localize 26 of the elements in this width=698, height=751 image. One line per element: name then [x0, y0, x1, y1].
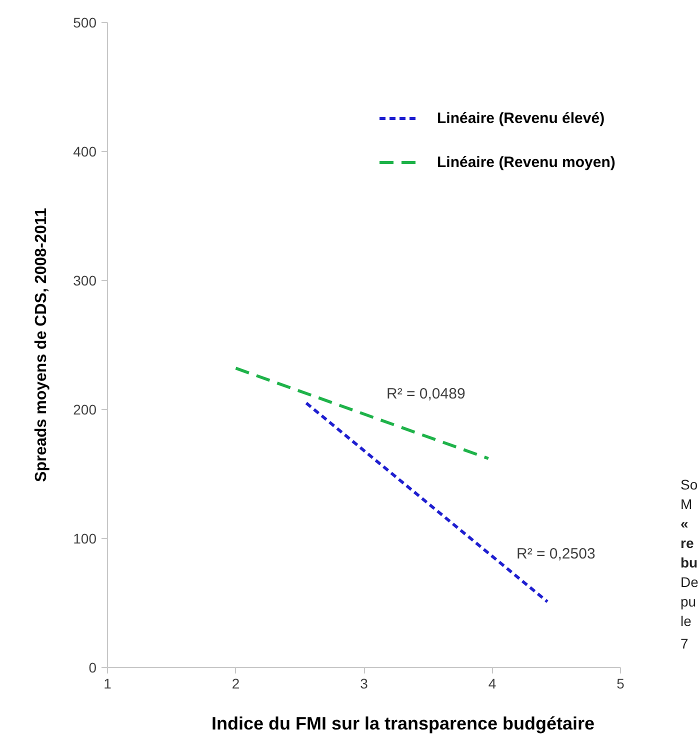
y-tick-label: 0	[88, 660, 97, 676]
legend-label: Linéaire (Revenu élevé)	[437, 110, 605, 126]
x-axis-title: Indice du FMI sur la transparence budgétaire	[211, 714, 595, 734]
text: re	[680, 535, 694, 551]
text: pu	[680, 594, 696, 610]
y-tick-label: 200	[73, 402, 97, 418]
x-tick-label: 2	[232, 676, 240, 692]
text: M	[680, 496, 692, 512]
annotation: R² = 0,0489	[386, 386, 466, 402]
legend-label: Linéaire (Revenu moyen)	[437, 154, 616, 170]
y-tick-label: 300	[73, 272, 97, 288]
text: bu	[680, 554, 698, 570]
text: De	[680, 574, 698, 590]
text: So	[680, 476, 698, 492]
annotation: R² = 0,2503	[516, 546, 596, 562]
x-tick-label: 3	[360, 676, 368, 692]
text: «	[680, 516, 688, 532]
text: le	[680, 613, 692, 629]
text: 7	[680, 636, 688, 652]
y-tick-label: 500	[73, 14, 97, 30]
x-tick-label: 5	[616, 676, 625, 692]
y-axis-title: Spreads moyens de CDS, 2008-2011	[33, 208, 50, 482]
x-tick-label: 1	[104, 676, 112, 692]
y-tick-label: 400	[73, 144, 97, 160]
x-tick-label: 4	[488, 676, 496, 692]
y-tick-label: 100	[73, 530, 97, 546]
